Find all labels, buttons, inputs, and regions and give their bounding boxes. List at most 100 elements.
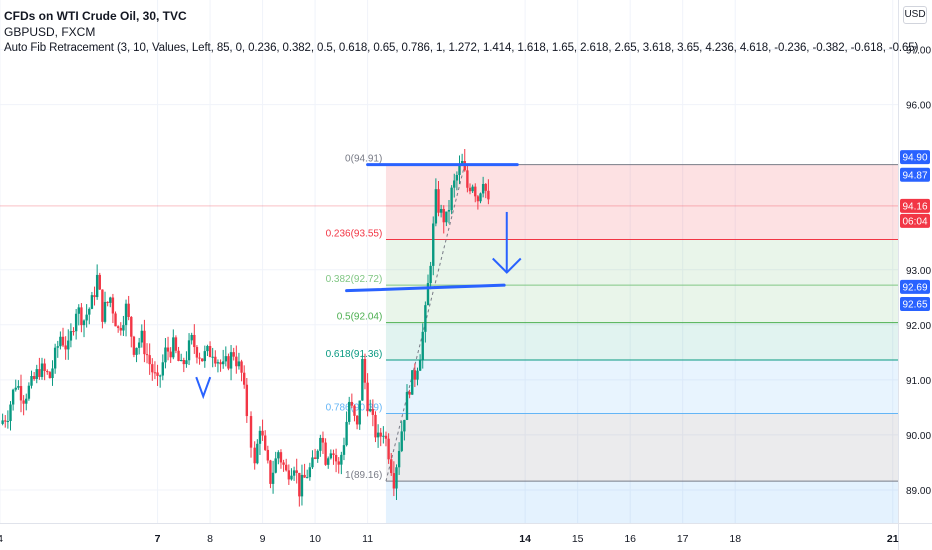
candle-body-116 [308,467,312,478]
y-tick-label-6: 89.00 [906,486,931,497]
candle-body-49 [130,316,133,337]
price-tag-text-5: 92.65 [902,300,927,311]
candle-body-31 [82,320,86,326]
candle-body-141 [374,414,377,438]
candle-body-148 [392,473,396,489]
candle-body-56 [148,355,151,365]
candle-body-131 [348,401,351,422]
candle-body-163 [432,223,435,266]
candle-body-5 [14,387,17,390]
candle-body-169 [447,210,451,212]
price-tag-4 [900,279,930,294]
candle-body-0 [1,420,4,424]
candle-body-41 [109,297,112,303]
candle-body-120 [319,437,322,451]
candle-body-39 [103,301,107,322]
candle-body-93 [245,384,249,417]
candle-body-149 [395,467,398,489]
drawn-horizontal-line-mid [345,283,506,293]
candle-body-24 [64,345,67,350]
fib-label-0.382: 0.382(92.72) [326,274,383,285]
candle-body-166 [439,208,443,213]
candle-body-104 [277,452,280,459]
candle-body-10 [27,385,31,399]
candle-body-157 [416,370,419,380]
candle-body-2 [6,421,10,423]
candle-body-182 [481,183,485,194]
candle-body-16 [43,363,46,371]
candle-body-181 [479,193,482,202]
fib-zone-0.786 [385,413,899,482]
candle-body-130 [345,421,348,446]
x-tick-label-1: 7 [155,533,161,545]
candle-body-33 [88,308,91,315]
price-tag-text-4: 92.69 [902,282,927,293]
x-tick-label-0: 4 [0,533,3,545]
candle-body-143 [379,432,382,437]
price-tag-text-0: 94.90 [902,153,927,164]
candle-body-21 [56,346,59,348]
candle-body-90 [237,361,241,367]
candle-body-99 [263,435,267,450]
candle-body-69 [182,359,186,365]
candle-body-107 [285,464,288,471]
candle-body-14 [38,369,41,377]
candle-body-70 [185,360,188,365]
candle-body-60 [158,375,162,377]
candle-body-133 [353,405,356,416]
candle-body-55 [145,354,149,356]
candle-body-100 [266,449,270,461]
down-arrow-icon-small [195,376,212,400]
price-tag-text-1: 94.87 [902,170,927,181]
candle-body-170 [450,187,453,211]
y-tick-label-1: 96.00 [906,101,931,112]
candle-body-12 [32,376,36,379]
candle-body-18 [48,372,52,379]
candle-body-106 [282,462,285,465]
candle-body-109 [290,475,293,480]
candle-body-78 [206,346,209,352]
candle-body-121 [321,437,325,443]
down-arrow-icon-large-head [492,257,522,274]
candle-body-103 [274,458,277,473]
candle-body-67 [177,350,180,361]
candle-body-110 [292,470,296,476]
candle-body-145 [384,435,388,439]
candle-body-119 [316,450,319,459]
candle-body-44 [116,326,120,328]
y-tick-label-4: 91.00 [906,376,931,387]
candle-body-179 [474,186,477,197]
symbol-label[interactable]: GBPUSD, FXCM [4,25,96,39]
candle-body-22 [59,336,62,347]
price-tag-2 [900,198,930,213]
x-tick-label-5: 11 [362,533,373,545]
candle-body-46 [122,325,125,331]
indicator-label[interactable]: Auto Fib Retracement (3, 10, Values, Lef… [4,42,919,54]
candle-body-112 [298,472,301,497]
fib-label-0.618: 0.618(91.36) [326,349,383,360]
fib-zone-0.5 [385,322,899,361]
candle-body-29 [77,307,80,314]
candle-body-79 [208,346,212,357]
chart-title[interactable]: CFDs on WTI Crude Oil, 30, TVC [4,9,187,23]
candle-body-52 [137,342,141,348]
price-tag-5 [900,297,930,312]
candle-body-154 [408,392,411,395]
candle-body-34 [90,295,94,309]
candle-body-96 [256,443,259,464]
candle-body-6 [17,386,20,388]
candle-body-146 [387,438,390,460]
fib-label-1: 1(89.16) [345,470,382,481]
candle-body-50 [132,336,136,355]
candle-body-75 [198,357,201,359]
candle-body-48 [127,303,130,317]
candle-body-129 [342,445,346,455]
currency-badge[interactable]: USD [903,6,927,24]
candle-body-161 [426,283,430,306]
candle-body-113 [300,474,304,497]
candle-body-77 [203,351,207,362]
candle-body-45 [119,327,122,331]
candle-body-71 [187,340,191,361]
candle-body-3 [9,404,12,422]
